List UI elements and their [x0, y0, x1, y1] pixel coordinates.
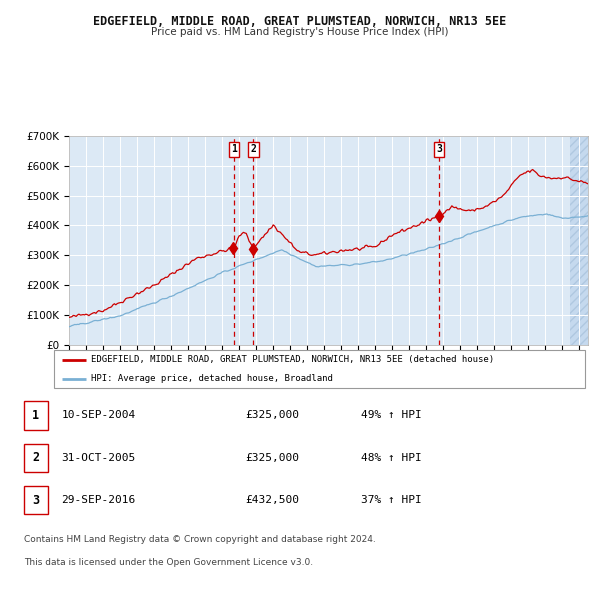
Text: 3: 3 [436, 145, 442, 155]
Text: 2: 2 [250, 145, 256, 155]
Text: Contains HM Land Registry data © Crown copyright and database right 2024.: Contains HM Land Registry data © Crown c… [23, 535, 376, 544]
Bar [569, 136, 596, 345]
Bar [23, 444, 48, 472]
Text: 1: 1 [32, 409, 40, 422]
Text: 2: 2 [32, 451, 40, 464]
Bar [23, 401, 48, 430]
Text: £325,000: £325,000 [245, 411, 299, 421]
Text: EDGEFIELD, MIDDLE ROAD, GREAT PLUMSTEAD, NORWICH, NR13 5EE (detached house): EDGEFIELD, MIDDLE ROAD, GREAT PLUMSTEAD,… [91, 356, 494, 365]
Text: EDGEFIELD, MIDDLE ROAD, GREAT PLUMSTEAD, NORWICH, NR13 5EE: EDGEFIELD, MIDDLE ROAD, GREAT PLUMSTEAD,… [94, 15, 506, 28]
Text: 48% ↑ HPI: 48% ↑ HPI [361, 453, 422, 463]
Text: £432,500: £432,500 [245, 495, 299, 505]
Text: This data is licensed under the Open Government Licence v3.0.: This data is licensed under the Open Gov… [23, 558, 313, 567]
Text: 3: 3 [32, 494, 40, 507]
Text: £325,000: £325,000 [245, 453, 299, 463]
Text: 29-SEP-2016: 29-SEP-2016 [61, 495, 136, 505]
Text: 49% ↑ HPI: 49% ↑ HPI [361, 411, 422, 421]
Text: 31-OCT-2005: 31-OCT-2005 [61, 453, 136, 463]
Text: 37% ↑ HPI: 37% ↑ HPI [361, 495, 422, 505]
Text: 10-SEP-2004: 10-SEP-2004 [61, 411, 136, 421]
Bar [23, 486, 48, 514]
Text: Price paid vs. HM Land Registry's House Price Index (HPI): Price paid vs. HM Land Registry's House … [151, 27, 449, 37]
Text: HPI: Average price, detached house, Broadland: HPI: Average price, detached house, Broa… [91, 374, 333, 383]
Text: 1: 1 [231, 145, 237, 155]
